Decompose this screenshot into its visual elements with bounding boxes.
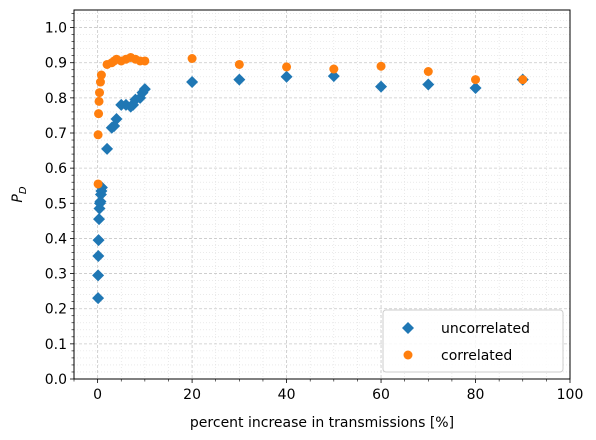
uncorrelated-point: [110, 112, 123, 125]
y-tick-label: 0.6: [45, 161, 67, 177]
legend: uncorrelated correlated: [382, 309, 564, 373]
uncorrelated-point: [92, 234, 105, 247]
x-tick-label: 20: [183, 387, 201, 403]
correlated-point: [471, 75, 481, 85]
x-tick-label: 40: [278, 387, 296, 403]
correlated-point: [95, 88, 105, 98]
correlated-point: [94, 109, 104, 119]
uncorrelated-point: [422, 78, 435, 91]
x-tick-label: 0: [93, 387, 102, 403]
y-tick-label: 1.0: [45, 21, 67, 37]
legend-box: [382, 309, 564, 373]
y-tick-label: 0.3: [45, 267, 67, 283]
uncorrelated-point: [469, 82, 482, 95]
correlated-point: [376, 61, 386, 71]
y-axis-label-main: P: [10, 194, 26, 203]
legend-label-uncorrelated: uncorrelated: [441, 321, 530, 337]
correlated-point: [94, 96, 104, 106]
axis-ticks: 0 20 40 60 80 100 0.0 0.1 0.2 0.3 0.4 0.5 0.6 0.7 0.8 0…: [45, 13, 584, 403]
uncorrelated-point: [186, 76, 199, 89]
correlated-point: [423, 67, 433, 76]
y-tick-label: 0.7: [45, 126, 67, 142]
x-axis-label: percent increase in transmissions [%]: [190, 415, 454, 431]
y-tick-label: 0.0: [45, 372, 67, 388]
uncorrelated-point: [92, 250, 105, 262]
data-points: [92, 52, 529, 305]
correlated-point: [93, 130, 103, 140]
y-tick-label: 0.8: [45, 91, 67, 107]
uncorrelated-point: [101, 142, 114, 155]
y-tick-label: 0.9: [45, 56, 67, 72]
uncorrelated-point: [93, 213, 106, 226]
correlated-point: [234, 59, 244, 69]
correlated-point: [282, 62, 292, 72]
legend-label-correlated: correlated: [441, 348, 512, 364]
y-tick-label: 0.1: [45, 337, 67, 353]
correlated-point: [140, 56, 150, 66]
uncorrelated-point: [92, 269, 105, 282]
x-tick-label: 80: [467, 387, 485, 403]
series-correlated: [93, 52, 528, 189]
uncorrelated-point: [94, 195, 107, 208]
y-tick-label: 0.4: [45, 231, 67, 247]
correlated-point: [96, 70, 106, 80]
legend-marker-uncorrelated: [402, 322, 414, 334]
uncorrelated-point: [138, 83, 151, 96]
legend-marker-correlated: [403, 350, 413, 360]
uncorrelated-point: [280, 70, 293, 83]
correlated-point: [95, 77, 105, 87]
y-axis-label-sub: D: [18, 186, 29, 194]
plot-frame: [73, 9, 571, 380]
uncorrelated-point: [233, 73, 246, 86]
correlated-point: [329, 64, 339, 74]
uncorrelated-point: [92, 292, 105, 305]
correlated-point: [518, 75, 528, 85]
uncorrelated-point: [375, 80, 388, 93]
y-tick-label: 0.5: [45, 196, 67, 212]
y-tick-label: 0.2: [45, 302, 67, 318]
y-axis-label: PD: [10, 186, 29, 202]
uncorrelated-point: [327, 70, 340, 83]
x-tick-label: 100: [557, 387, 584, 403]
x-tick-label: 60: [372, 387, 390, 403]
correlated-point: [93, 179, 103, 189]
correlated-point: [187, 53, 197, 63]
